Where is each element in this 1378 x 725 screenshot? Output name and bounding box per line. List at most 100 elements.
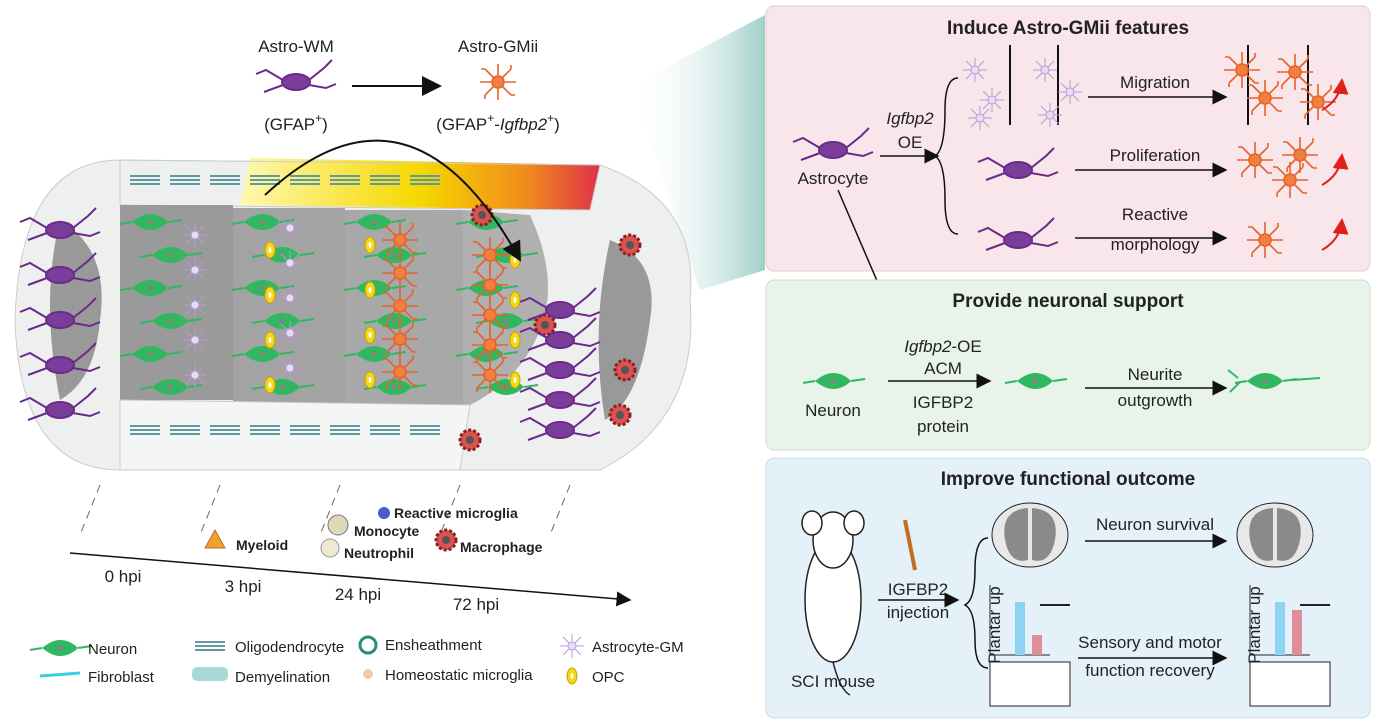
label: Neuron <box>805 401 861 420</box>
bar-sketch <box>989 585 1070 656</box>
astro-wm: Astro-WM <box>258 37 334 56</box>
cell-icon <box>182 257 208 283</box>
legend-text: Neuron <box>88 641 137 658</box>
t: Igfbp2 <box>500 115 548 134</box>
footprint-box <box>1249 661 1331 707</box>
neurite-icon <box>1227 369 1321 393</box>
label: OE <box>898 133 923 152</box>
panel-1 <box>765 5 1371 272</box>
cell-icon <box>364 281 376 299</box>
t: - <box>494 115 500 134</box>
cell-icon <box>381 320 419 358</box>
legend-text: Homeostatic microglia <box>385 667 533 684</box>
cell-icon <box>509 251 521 269</box>
label: IGFBP2 <box>888 580 948 599</box>
cell-icon <box>509 291 521 309</box>
migration-icon <box>962 45 1083 131</box>
label: Sensory and motor <box>1078 633 1222 652</box>
panel-2 <box>765 279 1371 451</box>
label: protein <box>917 417 969 436</box>
legend-text: Ensheathment <box>385 637 483 654</box>
spinal-cord <box>14 158 692 471</box>
arrow <box>264 139 521 262</box>
t: ) <box>322 115 328 134</box>
label: Reactive <box>1122 205 1188 224</box>
cell-icon <box>470 203 494 227</box>
legend-text: Astrocyte-GM <box>592 639 684 656</box>
wm-marker: (GFAP+) <box>264 111 328 134</box>
t: (GFAP <box>436 115 487 134</box>
cell-icon <box>381 254 419 292</box>
label: morphology <box>1111 235 1200 254</box>
astro-gmii-icon <box>479 63 517 101</box>
t: -OE <box>952 337 982 356</box>
cell-icon <box>364 326 376 344</box>
cell-icon <box>364 371 376 389</box>
reactive-result <box>1246 221 1284 259</box>
cell-icon <box>509 371 521 389</box>
syringe <box>903 519 917 571</box>
cell-icon <box>277 285 303 311</box>
time: 3 hpi <box>225 577 262 596</box>
label: Astrocyte <box>798 169 869 188</box>
label: outgrowth <box>1118 391 1193 410</box>
cell-icon <box>182 362 208 388</box>
cell-icon <box>277 215 303 241</box>
legend-text: Fibroblast <box>88 669 155 686</box>
panel-title: Improve functional outcome <box>941 469 1195 490</box>
cord-section <box>991 502 1069 568</box>
cell-label: Monocyte <box>354 523 420 539</box>
label: ACM <box>924 359 962 378</box>
cell-icon <box>381 353 419 391</box>
bar-sketch <box>1249 585 1330 656</box>
gmii-marker: (GFAP+-Igfbp2+) <box>436 111 560 134</box>
time: 24 hpi <box>335 585 381 604</box>
legend-text: OPC <box>592 669 625 686</box>
cell-icon <box>182 292 208 318</box>
label: Proliferation <box>1110 146 1201 165</box>
label: Neuron survival <box>1096 515 1214 534</box>
label: Igfbp2 <box>886 109 934 128</box>
t: + <box>315 111 322 125</box>
cell-icon <box>264 241 276 259</box>
microglia-icon <box>378 507 390 519</box>
label: Igfbp2-OE <box>904 337 982 356</box>
cell-icon <box>277 355 303 381</box>
label: function recovery <box>1085 661 1215 680</box>
panel-title: Provide neuronal support <box>952 291 1184 312</box>
label: Neurite <box>1128 365 1183 384</box>
label: injection <box>887 603 949 622</box>
legend-text: Demyelination <box>235 669 330 686</box>
cell-icon <box>277 250 303 276</box>
t: (GFAP <box>264 115 315 134</box>
astro-wm-icon <box>255 59 337 93</box>
t: + <box>547 111 554 125</box>
cell-icon <box>608 403 632 427</box>
panel-title: Induce Astro-GMii features <box>947 18 1189 39</box>
macrophage-icon <box>434 528 458 552</box>
cell-icon <box>613 358 637 382</box>
cell-icon <box>618 233 642 257</box>
astro-gmii: Astro-GMii <box>458 37 538 56</box>
cord-section <box>1236 502 1314 568</box>
t: + <box>487 111 494 125</box>
timeline <box>69 484 632 607</box>
cell-icon <box>364 236 376 254</box>
cell-icon <box>264 286 276 304</box>
mouse-icon <box>801 510 865 696</box>
cell-icon <box>182 327 208 353</box>
cell-icon <box>509 331 521 349</box>
legend-text: Oligodendrocyte <box>235 639 344 656</box>
bracket <box>933 77 959 235</box>
cell-icon <box>458 428 482 452</box>
axis-label: Plantar up <box>1245 586 1264 664</box>
neutrophil-icon <box>320 538 340 558</box>
cell-label: Macrophage <box>460 539 543 555</box>
time: 0 hpi <box>105 567 142 586</box>
cell-label: Myeloid <box>236 537 288 553</box>
label: Migration <box>1120 73 1190 92</box>
footprint-box <box>989 661 1071 707</box>
t: ) <box>554 115 560 134</box>
